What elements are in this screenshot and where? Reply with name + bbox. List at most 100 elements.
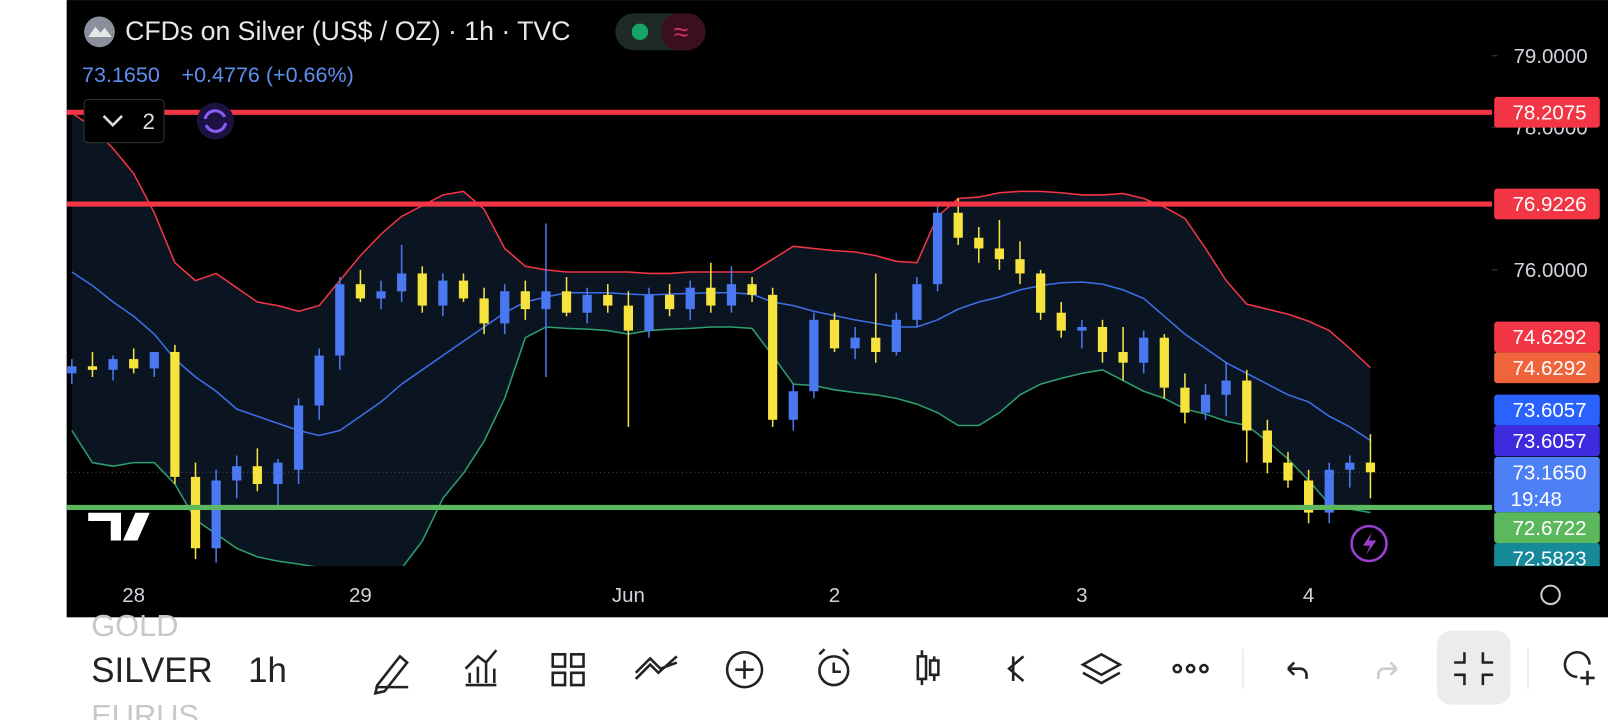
price-labels: 78.2075 76.9226 74.6292 74.6292 73.6057 73.60…: [1494, 96, 1600, 571]
draw-tool[interactable]: [373, 654, 409, 695]
symbol-gold[interactable]: GOLD: [91, 608, 178, 643]
candle-body: [644, 294, 654, 331]
countdown: 19:48: [1511, 488, 1562, 511]
candle-body: [1036, 273, 1046, 313]
candle-body: [1262, 430, 1272, 463]
undo[interactable]: [1287, 661, 1308, 679]
candle-body: [129, 359, 139, 369]
candle-body: [1283, 462, 1293, 481]
candle-body: [1365, 462, 1376, 473]
sync-button[interactable]: [196, 102, 234, 140]
chart-type[interactable]: [916, 650, 940, 686]
candle-body: [726, 284, 737, 306]
candle-body: [706, 287, 716, 306]
tv-logo: [88, 512, 150, 541]
exit-fullscreen[interactable]: [1436, 630, 1511, 705]
candle-body: [603, 294, 613, 306]
candle-body: [1056, 312, 1066, 331]
interval[interactable]: 1h: [248, 651, 287, 690]
market-status: [631, 23, 649, 41]
candle-body: [1345, 462, 1355, 470]
candle-body: [664, 294, 675, 310]
redo[interactable]: [1377, 661, 1398, 679]
candle-body: [541, 291, 551, 310]
candle-body: [788, 391, 798, 420]
symbol-silver[interactable]: SILVER: [91, 651, 212, 690]
candle-body: [1221, 380, 1231, 395]
price-label-box: [1494, 321, 1600, 353]
candle-body: [623, 305, 633, 331]
x-tick-label: 4: [1303, 584, 1314, 607]
band-fill: [71, 112, 1371, 567]
toolbar: [0, 617, 1608, 720]
status-pill-right: [660, 13, 706, 51]
candle-body: [376, 291, 386, 299]
candle-body: [974, 237, 984, 249]
candle-body: [809, 319, 819, 392]
add-button[interactable]: [1563, 651, 1595, 686]
price-label-box: [1494, 394, 1600, 426]
time-axis: 28 29 Jun 2 3 4: [122, 584, 1314, 607]
candle-body: [397, 273, 407, 292]
candle-body: [458, 280, 469, 299]
lightning-button[interactable]: [1350, 524, 1388, 563]
compare-tool[interactable]: [634, 655, 678, 680]
symbol-title[interactable]: CFDs on Silver (US$ / OZ) · 1h · TVC: [125, 16, 570, 46]
plot: [66, 109, 1493, 567]
band-line: [71, 326, 1371, 567]
candle-body: [685, 287, 695, 310]
candle-body: [67, 366, 77, 374]
candle-body: [871, 337, 881, 352]
candle-body: [314, 355, 324, 406]
candle-body: [561, 291, 572, 313]
price-label: 72.6722: [1512, 517, 1586, 540]
indicators-tool[interactable]: [464, 649, 498, 687]
candle-body: [1180, 387, 1190, 413]
candle-body: [211, 480, 221, 549]
candle-body: [932, 212, 943, 285]
price-label-box: [1494, 352, 1600, 384]
price-label: 73.6057: [1512, 399, 1586, 422]
symbol-eurusd[interactable]: EURUS: [91, 698, 199, 725]
candle-body: [355, 284, 366, 299]
band-line: [71, 271, 1371, 442]
candle-body: [829, 319, 840, 349]
x-tick-label: 2: [829, 584, 840, 607]
price-label-box: [1494, 456, 1600, 513]
price-label-box: [1494, 188, 1600, 220]
price-label-box: [1494, 512, 1600, 544]
candle-body: [232, 466, 242, 481]
candle-body: [912, 284, 922, 320]
price-label: 72.5823: [1512, 548, 1586, 571]
replay[interactable]: [1007, 655, 1025, 682]
candle-body: [891, 319, 901, 352]
x-tick-label: 3: [1076, 584, 1087, 607]
settings-icon[interactable]: [1540, 584, 1561, 606]
candle-body: [994, 248, 1005, 260]
price-label-box: [1494, 543, 1600, 567]
indicator-count: 2: [143, 109, 156, 134]
price-label-box: [1494, 425, 1600, 457]
candle-body: [108, 359, 118, 370]
candle-body: [1139, 337, 1149, 363]
layout-tool[interactable]: [551, 653, 585, 687]
add-symbol[interactable]: [725, 650, 764, 689]
candle-body: [850, 337, 860, 349]
candle-body: [582, 294, 592, 313]
price-change: +0.4776 (+0.66%): [182, 63, 354, 87]
candle-body: [1324, 469, 1334, 513]
alert-tool[interactable]: [818, 648, 850, 687]
candle-body: [1077, 326, 1087, 331]
y-tick-label: 79.0000: [1514, 45, 1588, 68]
layers[interactable]: [1080, 652, 1123, 685]
indicators-toggle[interactable]: [83, 99, 165, 144]
candle-body: [170, 351, 180, 477]
candle-body: [1200, 394, 1211, 413]
candle-body: [520, 291, 530, 310]
candle-body: [1015, 259, 1025, 274]
candle-body: [479, 298, 489, 324]
x-tick-label: 29: [349, 584, 372, 607]
sync-icon: [203, 109, 228, 133]
